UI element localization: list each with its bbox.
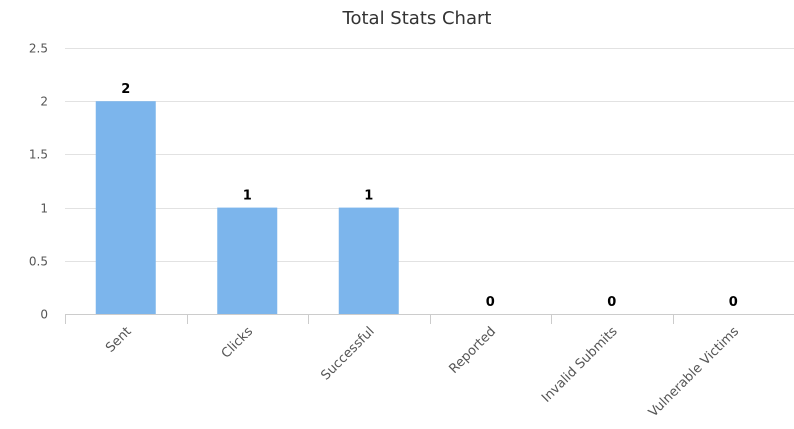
bar[interactable] <box>338 207 399 314</box>
x-tick-label: Invalid Submits <box>539 324 621 406</box>
data-label: 1 <box>243 189 252 204</box>
x-axis-ticks: Sent Clicks Successful Reported Invalid Subm… <box>103 324 742 420</box>
bars <box>95 101 399 314</box>
y-tick-label: 2 <box>40 95 48 109</box>
chart-title: Total Stats Chart <box>342 8 492 29</box>
y-tick-label: 2.5 <box>29 42 48 56</box>
data-labels: 2 1 1 0 0 0 <box>121 82 738 310</box>
y-tick-label: 1.5 <box>29 148 48 162</box>
y-tick-label: 0.5 <box>29 255 48 269</box>
x-axis <box>65 314 794 324</box>
y-tick-label: 0 <box>40 308 48 322</box>
data-label: 0 <box>729 295 738 310</box>
x-tick-label: Successful <box>318 324 377 383</box>
data-label: 0 <box>486 295 495 310</box>
x-tick-label: Vulnerable Victims <box>646 324 742 420</box>
x-tick-label: Reported <box>446 324 499 377</box>
y-tick-label: 1 <box>40 202 48 216</box>
x-tick-label: Clicks <box>219 324 256 361</box>
y-axis-ticks: 0 0.5 1 1.5 2 2.5 <box>29 42 48 322</box>
bar[interactable] <box>217 207 278 314</box>
x-tick-label: Sent <box>103 324 135 356</box>
bar[interactable] <box>95 101 156 314</box>
grid-lines <box>65 48 794 262</box>
data-label: 1 <box>364 189 373 204</box>
data-label: 2 <box>121 82 130 97</box>
data-label: 0 <box>607 295 616 310</box>
